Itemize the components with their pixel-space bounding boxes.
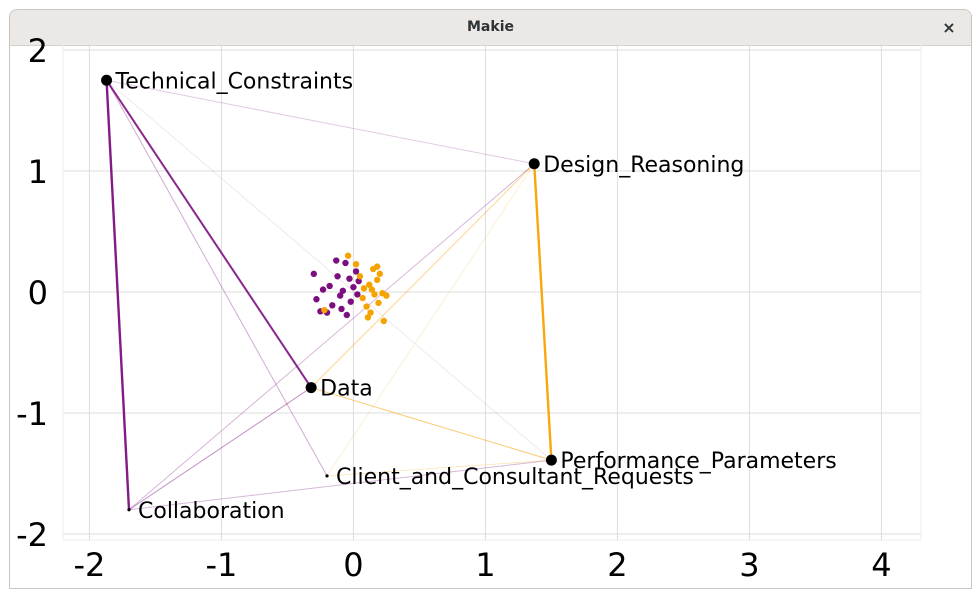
center-cluster bbox=[310, 252, 390, 325]
cluster-point bbox=[376, 270, 383, 278]
makie-window: Makie × -2 -1 0 1 2 3 4 -2 -1 0 1 2 Technical_Const… bbox=[9, 9, 972, 589]
node-label: Performance_Parameters bbox=[560, 449, 836, 474]
x-tick-label: 4 bbox=[871, 546, 891, 584]
window-title: Makie bbox=[467, 19, 514, 35]
node-label: Data bbox=[320, 377, 373, 402]
node-point bbox=[127, 508, 131, 512]
cluster-point bbox=[360, 285, 368, 292]
node-point bbox=[325, 474, 329, 478]
cluster-point bbox=[373, 263, 381, 270]
window-titlebar[interactable]: Makie × bbox=[10, 10, 971, 46]
cluster-point bbox=[342, 259, 349, 267]
cluster-point bbox=[321, 306, 328, 314]
nodes bbox=[101, 74, 557, 512]
y-tick-label: 1 bbox=[28, 153, 48, 191]
cluster-point bbox=[363, 303, 370, 310]
cluster-point bbox=[356, 273, 364, 280]
cluster-point bbox=[347, 298, 354, 305]
edge bbox=[311, 387, 552, 461]
cluster-point bbox=[333, 257, 340, 264]
cluster-point bbox=[371, 291, 378, 298]
cluster-point bbox=[313, 296, 320, 303]
cluster-point bbox=[355, 277, 362, 285]
cluster-point bbox=[367, 309, 374, 316]
x-tick-label: 1 bbox=[475, 546, 495, 584]
cluster-point bbox=[344, 252, 352, 259]
node-label: Collaboration bbox=[138, 499, 285, 524]
edge bbox=[105, 79, 312, 389]
x-tick-label: -1 bbox=[205, 546, 237, 584]
node-point bbox=[528, 158, 540, 170]
x-tick-label: 0 bbox=[343, 546, 363, 584]
edges bbox=[105, 79, 553, 511]
edge bbox=[533, 163, 553, 461]
x-tick-label: 3 bbox=[739, 546, 759, 584]
cluster-point bbox=[338, 305, 345, 313]
node-point bbox=[305, 382, 317, 394]
edge bbox=[128, 459, 552, 511]
node-labels: Technical_Constraints Design_Reasoning Dat… bbox=[115, 69, 837, 523]
y-tick-label: -2 bbox=[16, 516, 48, 554]
grid bbox=[62, 43, 922, 541]
node-label: Technical_Constraints bbox=[115, 69, 354, 94]
cluster-point bbox=[375, 299, 382, 307]
cluster-point bbox=[334, 273, 341, 280]
edge bbox=[105, 80, 131, 510]
cluster-point bbox=[310, 270, 317, 278]
cluster-point bbox=[346, 275, 353, 282]
y-tick-label: 0 bbox=[28, 274, 48, 312]
node-label: Client_and_Consultant_Requests bbox=[336, 465, 694, 490]
cluster-point bbox=[364, 314, 372, 321]
x-tick-label: -2 bbox=[73, 546, 105, 584]
cluster-point bbox=[373, 276, 381, 284]
cluster-point bbox=[359, 294, 366, 302]
cluster-point bbox=[383, 292, 390, 299]
cluster-point bbox=[319, 286, 327, 293]
cluster-point bbox=[329, 302, 336, 309]
edge bbox=[106, 80, 328, 477]
edge bbox=[310, 163, 535, 388]
node-point bbox=[545, 454, 557, 466]
cluster-point bbox=[326, 282, 333, 290]
edge bbox=[106, 79, 552, 461]
cluster-point bbox=[366, 281, 373, 288]
edge bbox=[128, 387, 312, 511]
edge bbox=[326, 459, 552, 477]
cluster-point bbox=[352, 268, 360, 275]
cluster-point bbox=[352, 260, 360, 268]
network-plot[interactable]: -2 -1 0 1 2 3 4 -2 -1 0 1 2 Technical_Constraints De… bbox=[10, 10, 971, 588]
y-tick-label: 2 bbox=[28, 32, 48, 70]
cluster-point bbox=[343, 311, 350, 319]
edge bbox=[326, 163, 535, 477]
y-tick-label: -1 bbox=[16, 395, 48, 433]
node-point bbox=[101, 74, 113, 86]
node-label: Design_Reasoning bbox=[543, 153, 744, 178]
cluster-point bbox=[368, 286, 376, 293]
cluster-point bbox=[337, 292, 344, 299]
cluster-point bbox=[339, 287, 347, 294]
axes: -2 -1 0 1 2 3 4 -2 -1 0 1 2 bbox=[16, 32, 891, 584]
edge bbox=[128, 163, 535, 511]
edge bbox=[106, 79, 535, 165]
cluster-point bbox=[380, 317, 387, 325]
cluster-point bbox=[350, 283, 357, 291]
cluster-point bbox=[354, 291, 361, 298]
close-icon[interactable]: × bbox=[942, 18, 956, 37]
x-tick-label: 2 bbox=[607, 546, 627, 584]
